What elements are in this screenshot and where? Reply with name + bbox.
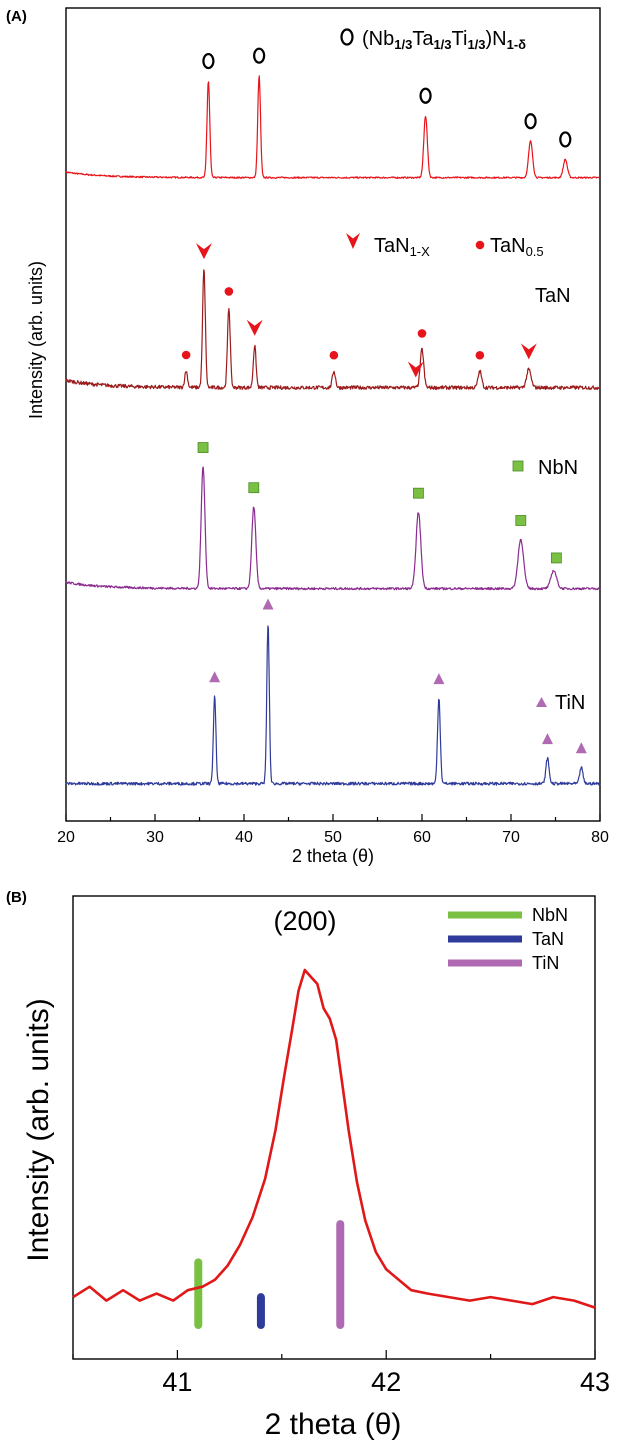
series-tan-line <box>65 269 601 390</box>
marker-nbn-3 <box>515 515 527 526</box>
series-highentropy-line <box>65 75 601 179</box>
marker-highentropy-3 <box>524 113 537 130</box>
panel-b-peak-curve <box>72 968 596 1309</box>
marker-tin-2 <box>433 673 445 685</box>
b-x-tick-label-41: 41 <box>162 1367 192 1397</box>
legend-highentropy-label: (Nb1/3Ta1/3Ti1/3)N1-δ <box>362 28 526 52</box>
marker-tan-3 <box>246 319 263 336</box>
panel-a-frame <box>65 7 601 822</box>
marker-tin-1 <box>262 598 274 610</box>
panel-b-label: (B) <box>6 889 27 906</box>
legend-tan-label: TaN <box>535 285 571 307</box>
panel-b-y-axis-title: Intensity (arb. units) <box>22 998 55 1261</box>
panel-a-x-ticks: 20 30 40 50 60 70 80 <box>57 814 609 846</box>
marker-nbn-2 <box>413 487 424 499</box>
legend-triangle-icon <box>536 697 547 707</box>
b-x-tick-label-42: 42 <box>371 1367 401 1397</box>
legend-tan-phases: TaN1-X TaN0.5 <box>346 233 544 259</box>
b-x-tick-label-43: 43 <box>580 1367 610 1397</box>
marker-tin-3 <box>541 733 553 745</box>
panel-a: (A) 20 30 40 50 60 70 80 2 theta (θ) Intensity… <box>6 7 609 866</box>
legend-tin-label: TiN <box>555 692 585 714</box>
legend-label-nbn: NbN <box>532 905 568 925</box>
legend-nbn: NbN <box>512 457 578 479</box>
a-x-tick-label-60: 60 <box>413 829 431 846</box>
marker-highentropy-4 <box>559 131 572 148</box>
panel-b-annotation: (200) <box>273 906 336 936</box>
marker-tan-5 <box>407 361 424 378</box>
series-tin-line <box>65 625 601 786</box>
marker-highentropy-1 <box>253 47 266 64</box>
marker-tan-8 <box>520 343 537 360</box>
marker-nbn-4 <box>550 552 562 564</box>
a-x-tick-label-40: 40 <box>235 829 253 846</box>
marker-tan-1 <box>195 243 212 260</box>
legend-tan05-label: TaN0.5 <box>490 235 544 259</box>
legend-circle-open-icon <box>340 28 354 46</box>
panel-b-x-axis-title: 2 theta (θ) <box>265 1408 402 1441</box>
panel-b-frame <box>72 895 596 1360</box>
legend-dot-icon <box>475 240 485 250</box>
legend-label-tin: TiN <box>532 953 559 973</box>
panel-a-markers <box>181 47 587 754</box>
a-x-tick-label-70: 70 <box>502 829 520 846</box>
marker-tan-0 <box>181 350 191 360</box>
panel-a-y-axis-title: Intensity (arb. units) <box>26 261 46 419</box>
legend-highentropy: (Nb1/3Ta1/3Ti1/3)N1-δ <box>340 28 526 52</box>
marker-nbn-1 <box>248 482 260 494</box>
marker-highentropy-0 <box>202 52 215 70</box>
legend-nbn-label: NbN <box>538 457 578 479</box>
marker-highentropy-2 <box>419 87 432 104</box>
marker-tin-4 <box>575 742 587 754</box>
panel-b-legend: NbN TaN TiN <box>448 905 568 973</box>
panel-b-x-ticks: 41 42 43 <box>72 1350 610 1397</box>
marker-tan-7 <box>475 350 485 360</box>
panel-a-x-axis-title: 2 theta (θ) <box>292 846 374 866</box>
a-x-tick-label-50: 50 <box>324 829 342 846</box>
marker-nbn-0 <box>197 442 209 453</box>
marker-tan-4 <box>329 350 339 360</box>
legend-label-tan: TaN <box>532 929 564 949</box>
legend-square-icon <box>512 460 524 472</box>
marker-tin-0 <box>209 671 221 683</box>
panel-b-reference-lines <box>194 1220 345 1329</box>
series-nbn-line <box>65 466 601 591</box>
legend-tin: TiN <box>536 692 585 714</box>
a-x-tick-label-30: 30 <box>146 829 164 846</box>
panel-a-traces <box>65 75 601 786</box>
panel-a-label: (A) <box>6 8 27 25</box>
legend-tan1x-label: TaN1-X <box>374 235 430 259</box>
a-x-tick-label-80: 80 <box>591 829 609 846</box>
a-x-tick-label-20: 20 <box>57 829 75 846</box>
panel-b: (B) 41 42 43 (200) 2 theta (θ) Intensity (… <box>6 889 610 1441</box>
legend-chevron-icon <box>346 233 360 249</box>
marker-tan-6 <box>417 329 427 338</box>
marker-tan-2 <box>224 287 234 296</box>
